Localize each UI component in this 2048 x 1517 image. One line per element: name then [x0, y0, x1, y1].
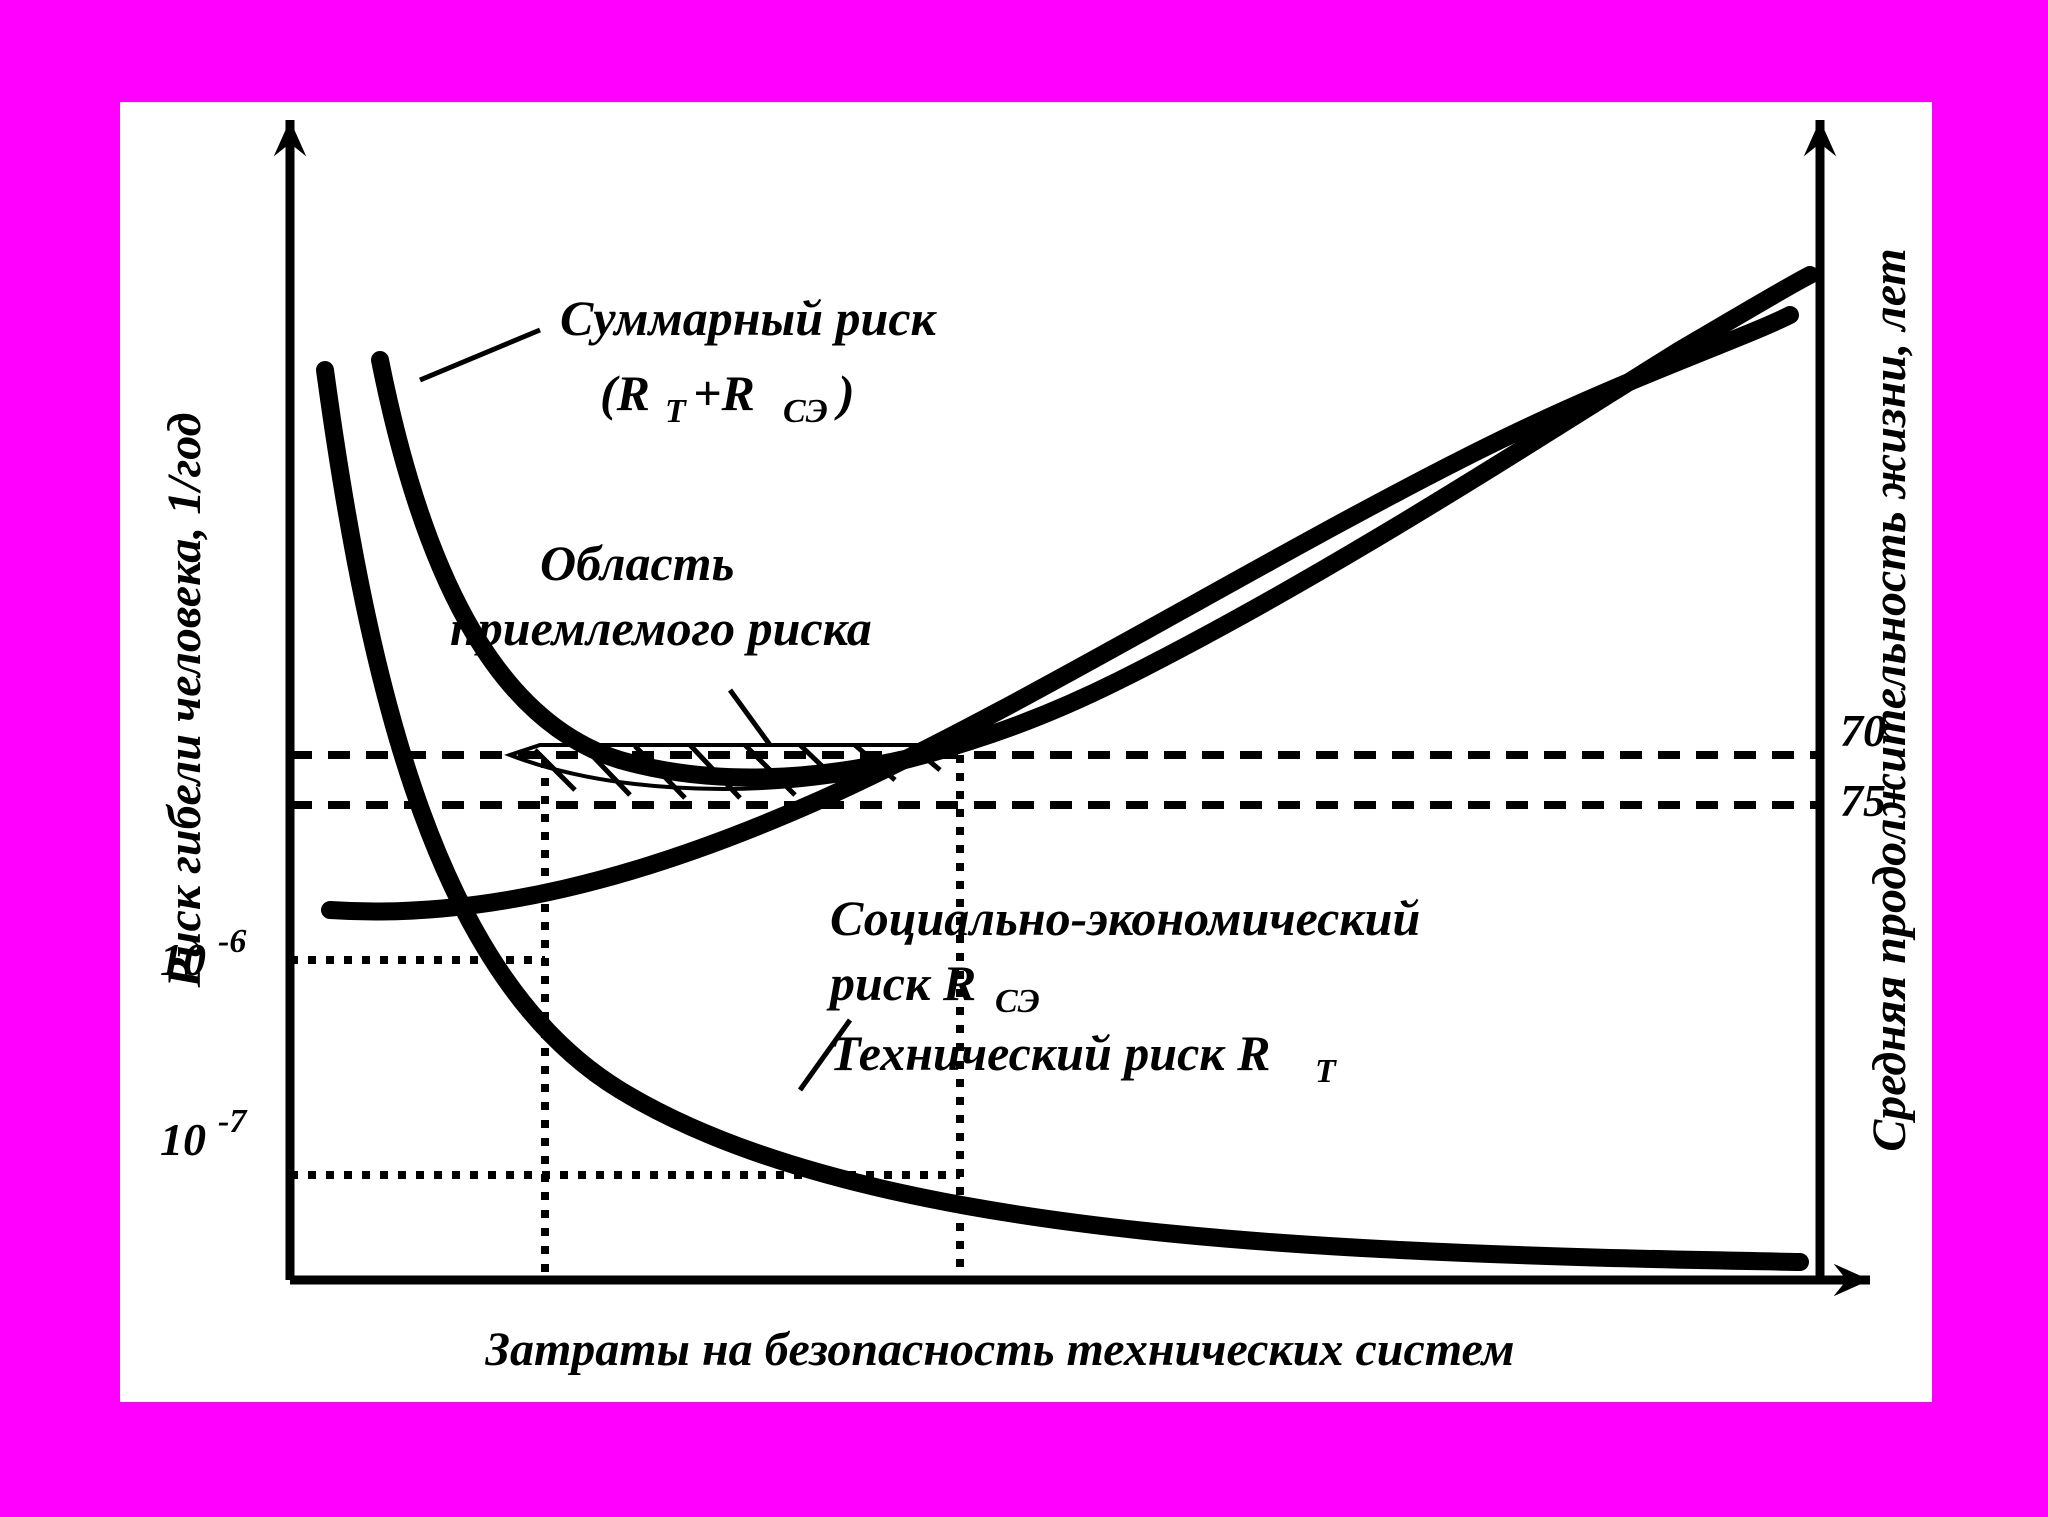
right-tick-0: 70: [1840, 705, 1886, 756]
svg-text:-6: -6: [218, 923, 246, 960]
right-tick-1: 75: [1840, 775, 1886, 826]
svg-text:СЭ: СЭ: [995, 983, 1040, 1020]
label-total-line1: Суммарный риск: [560, 290, 938, 346]
svg-text:Т: Т: [665, 393, 687, 430]
chart-svg: Риск гибели человека, 1/год Средняя продо…: [0, 0, 2048, 1517]
label-socio-line1: Социально-экономический: [830, 890, 1420, 946]
svg-text:-7: -7: [218, 1103, 248, 1140]
label-acceptable-line2: приемлемого риска: [450, 600, 872, 656]
svg-text:+R: +R: [693, 365, 755, 421]
svg-text:риск R: риск R: [826, 955, 976, 1011]
svg-text:(R: (R: [600, 365, 650, 421]
y-axis-left-label: Риск гибели человека, 1/год: [158, 413, 211, 989]
svg-text:Т: Т: [1315, 1053, 1337, 1090]
svg-text:): ): [834, 365, 855, 421]
label-acceptable-line1: Область: [540, 535, 734, 591]
figure-root: Риск гибели человека, 1/год Средняя продо…: [0, 0, 2048, 1517]
label-technical: Технический риск R Т: [830, 1025, 1337, 1090]
svg-text:Технический риск R: Технический риск R: [830, 1025, 1270, 1081]
svg-text:10: 10: [160, 1114, 206, 1165]
svg-text:СЭ: СЭ: [783, 393, 828, 430]
y-axis-right-label: Средняя продолжительность жизни, лет: [1863, 248, 1916, 1151]
svg-text:10: 10: [160, 934, 206, 985]
x-axis-label: Затраты на безопасность технических сист…: [485, 1323, 1515, 1376]
